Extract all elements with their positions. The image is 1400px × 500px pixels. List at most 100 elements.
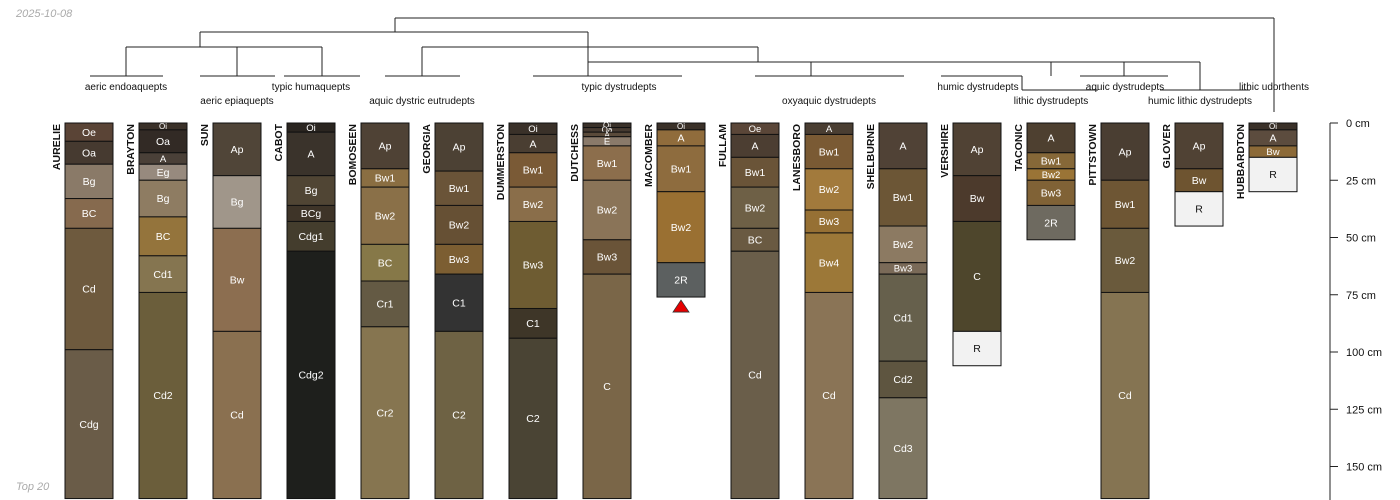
horizon-label: Oi — [677, 122, 685, 131]
horizon-label: Bg — [83, 176, 96, 188]
horizon-label: Bw1 — [819, 146, 840, 158]
horizon-label: Ap — [379, 141, 392, 153]
horizon-label: Bw1 — [523, 165, 544, 177]
horizon-label: BC — [748, 234, 763, 246]
horizon-box — [508, 220, 558, 309]
horizon-label: Bg — [157, 193, 170, 205]
profile-name: GEORGIA — [421, 124, 433, 174]
horizon-box — [64, 349, 114, 500]
profile-name: PITTSTOWN — [1087, 124, 1099, 186]
horizon-box — [804, 291, 854, 500]
horizon-box — [212, 175, 262, 229]
horizon-label: A — [1269, 133, 1276, 145]
horizon-label: Cd1 — [893, 312, 912, 324]
profile-name: BOMOSEEN — [347, 124, 359, 185]
horizon-label: A — [1047, 133, 1054, 145]
depth-tick-label: 150 cm — [1346, 462, 1382, 474]
profile-name: VERSHIRE — [939, 124, 951, 178]
horizon-label: A — [160, 154, 167, 165]
horizon-box — [434, 273, 484, 332]
horizon-label: Oi — [306, 123, 316, 134]
horizon-label: Bw1 — [597, 158, 618, 170]
horizon-box — [878, 225, 928, 264]
profile-name: SUN — [199, 124, 211, 146]
horizon-label: Cd — [748, 370, 762, 382]
horizon-label: Cd1 — [153, 269, 172, 281]
profile-name: LANESBORO — [791, 124, 803, 191]
horizon-box — [656, 262, 706, 298]
horizon-label: Bg — [305, 185, 318, 197]
horizon-box — [952, 175, 1002, 222]
depth-tick-label: 100 cm — [1346, 347, 1382, 359]
horizon-label: Bw — [1266, 147, 1279, 158]
taxon-label: aquic dystric eutrudepts — [369, 96, 475, 107]
horizon-box — [286, 175, 336, 206]
horizon-box — [360, 326, 410, 500]
horizon-label: Cd3 — [893, 443, 912, 455]
profile-name: TACONIC — [1013, 124, 1025, 171]
horizon-label: Cd — [822, 390, 836, 402]
horizon-label: Cdg — [79, 419, 98, 431]
horizon-box — [656, 145, 706, 193]
horizon-label: Bw2 — [819, 184, 840, 196]
horizon-box — [508, 152, 558, 188]
horizon-label: C1 — [452, 297, 466, 309]
horizon-box — [286, 250, 336, 500]
date-label: 2025-10-08 — [16, 8, 73, 20]
horizon-box — [1174, 122, 1224, 170]
taxon-label: humic dystrudepts — [937, 82, 1018, 93]
horizon-box — [878, 397, 928, 500]
horizon-box — [952, 330, 1002, 367]
horizon-label: 2R — [674, 275, 688, 287]
profile-name: SHELBURNE — [865, 124, 877, 189]
horizon-label: 2R — [1044, 217, 1058, 229]
horizon-label: Bw3 — [1041, 188, 1062, 200]
horizon-label: Oi — [528, 124, 538, 135]
horizon-label: Bw2 — [523, 199, 544, 211]
horizon-box — [1248, 156, 1298, 193]
horizon-label: Oe — [82, 127, 96, 139]
horizon-label: R — [1269, 169, 1277, 181]
taxon-label: typic humaquepts — [272, 82, 350, 93]
horizon-box — [434, 122, 484, 172]
horizon-label: Bw2 — [449, 220, 470, 232]
horizon-box — [434, 204, 484, 245]
horizon-label: Cd2 — [893, 374, 912, 386]
taxon-label: oxyaquic dystrudepts — [782, 96, 876, 107]
horizon-label: Bw2 — [375, 210, 396, 222]
horizon-label: Cd — [230, 410, 244, 422]
horizon-label: Ap — [1119, 146, 1132, 158]
horizon-label: R — [973, 343, 981, 355]
horizon-label: Cr2 — [377, 407, 394, 419]
horizon-box — [582, 239, 632, 275]
profile-name: AURELIE — [51, 124, 63, 170]
profile-name: FULLAM — [717, 124, 729, 167]
horizon-label: Oa — [82, 147, 96, 159]
horizon-box — [952, 220, 1002, 332]
horizon-box — [1100, 291, 1150, 500]
horizon-label: Ap — [1193, 141, 1206, 153]
horizon-box — [1026, 179, 1076, 206]
horizon-box — [138, 179, 188, 218]
horizon-label: A — [529, 138, 536, 150]
horizon-label: Bw1 — [745, 167, 766, 179]
horizon-box — [804, 232, 854, 293]
horizon-label: Bw3 — [819, 216, 840, 228]
horizon-label: C — [973, 271, 981, 283]
footer-label: Top 20 — [16, 481, 50, 493]
horizon-box — [730, 186, 780, 229]
horizon-box — [360, 243, 410, 282]
horizon-box — [508, 186, 558, 222]
horizon-label: R — [1195, 204, 1203, 216]
horizon-label: Bw2 — [597, 205, 618, 217]
horizon-label: Bw2 — [1042, 170, 1060, 181]
horizon-label: A — [826, 124, 833, 135]
horizon-box — [878, 273, 928, 362]
horizon-box — [878, 168, 928, 227]
horizon-box — [64, 227, 114, 351]
horizon-label: Bw — [1192, 175, 1207, 187]
depth-tick-label: 0 cm — [1346, 118, 1370, 130]
profile-name: DUMMERSTON — [495, 124, 507, 200]
